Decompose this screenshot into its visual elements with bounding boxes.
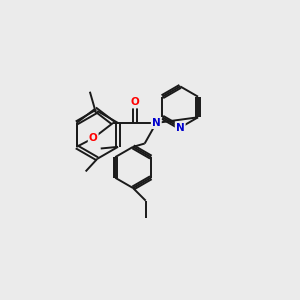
Text: N: N bbox=[176, 123, 184, 133]
Text: O: O bbox=[89, 133, 98, 143]
Text: O: O bbox=[130, 97, 139, 107]
Text: N: N bbox=[152, 118, 161, 128]
